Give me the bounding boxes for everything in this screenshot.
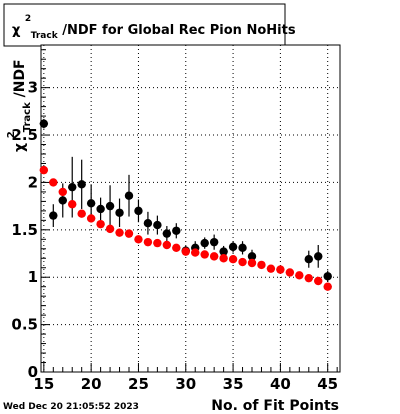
- data-point: [134, 235, 143, 244]
- x-tick-label: 25: [128, 375, 149, 393]
- data-point: [49, 178, 58, 187]
- timestamp-label: Wed Dec 20 21:05:52 2023: [3, 402, 139, 412]
- series-1: [39, 165, 332, 291]
- data-point: [143, 237, 153, 247]
- data-point: [115, 208, 124, 217]
- data-point: [314, 276, 323, 286]
- data-point: [86, 199, 96, 208]
- data-point: [172, 226, 181, 235]
- plot-frame: [40, 44, 341, 373]
- data-point: [58, 187, 67, 197]
- title-subscript: Track: [31, 31, 59, 41]
- data-point: [124, 191, 134, 200]
- data-point: [228, 255, 238, 264]
- grid-layer: [41, 45, 340, 373]
- data-point: [295, 271, 304, 280]
- data-point: [96, 219, 105, 229]
- chart-title-box: χ 2 Track /NDF for Global Rec Pion NoHit…: [3, 3, 296, 47]
- data-point: [209, 237, 219, 247]
- y-tick-label: 2.5: [11, 126, 38, 144]
- data-point: [153, 220, 162, 230]
- title-suffix: /NDF for Global Rec Pion NoHits: [62, 23, 296, 38]
- y-axis-title-group: χ 2 Track /NDF: [2, 59, 34, 152]
- y-tick-label: 0: [28, 363, 38, 381]
- data-point: [200, 250, 209, 259]
- data-point: [143, 218, 153, 228]
- data-point: [49, 211, 58, 220]
- data-point: [209, 252, 219, 261]
- ylabel-chi: χ: [12, 143, 28, 152]
- ylabel-suffix: /NDF: [12, 59, 28, 97]
- y-tick-label: 1: [28, 268, 38, 286]
- data-point: [266, 264, 276, 273]
- data-point: [238, 257, 247, 267]
- x-tick-label: 30: [175, 375, 196, 393]
- data-point: [39, 119, 49, 128]
- data-point: [219, 247, 228, 256]
- data-point: [191, 248, 200, 257]
- y-axis-title: χ 2 Track /NDF: [2, 59, 34, 152]
- data-point: [96, 204, 105, 214]
- data-point: [162, 229, 172, 238]
- data-point: [285, 268, 295, 277]
- data-point: [228, 242, 238, 252]
- data-point: [200, 238, 209, 248]
- data-point: [58, 196, 67, 205]
- data-point: [257, 260, 266, 270]
- series-0: [39, 118, 332, 282]
- x-tick-label: 45: [317, 375, 338, 393]
- data-point: [105, 201, 115, 211]
- data-point: [304, 273, 313, 283]
- chart-title-frame: [3, 3, 286, 47]
- data-point: [77, 209, 86, 218]
- data-point: [238, 243, 247, 253]
- data-point: [105, 224, 115, 234]
- data-point: [162, 240, 172, 250]
- data-point: [134, 206, 143, 216]
- data-point: [115, 228, 124, 237]
- y-tick-label: 2: [28, 173, 38, 191]
- ylabel-subscript: Track: [22, 102, 33, 132]
- data-point: [153, 238, 162, 248]
- data-point: [181, 247, 190, 256]
- data-point: [219, 254, 228, 263]
- y-tick-label: 0.5: [11, 316, 38, 334]
- data-point: [39, 165, 49, 175]
- x-axis-title: No. of Fit Points: [211, 398, 339, 414]
- data-point: [68, 200, 77, 209]
- data-point: [124, 229, 134, 238]
- x-tick-label: 35: [223, 375, 244, 393]
- data-point: [172, 243, 181, 253]
- x-tick-label: 40: [270, 375, 291, 393]
- title-superscript: 2: [25, 14, 31, 24]
- data-point: [323, 282, 332, 291]
- data-point: [77, 180, 86, 189]
- y-tick-label: 1.5: [11, 221, 38, 239]
- x-tick-label: 20: [81, 375, 102, 393]
- data-point: [323, 272, 332, 281]
- ylabel-superscript: 2: [6, 131, 17, 138]
- data-point: [247, 258, 257, 268]
- title-chi: χ: [12, 23, 21, 38]
- y-tick-label: 3: [28, 79, 38, 97]
- x-tick-label: 15: [33, 375, 54, 393]
- axis-layer: 15 20 25 30 35 40 45 0 0.5 1 1.5 2 2.5 3: [11, 49, 338, 393]
- data-point: [247, 252, 257, 261]
- data-point: [68, 182, 77, 192]
- data-point: [314, 252, 323, 261]
- data-layer: [39, 118, 332, 291]
- data-point: [276, 265, 285, 274]
- data-point: [304, 255, 313, 264]
- chart-title: χ 2 Track /NDF for Global Rec Pion NoHit…: [12, 10, 296, 42]
- data-point: [86, 214, 96, 223]
